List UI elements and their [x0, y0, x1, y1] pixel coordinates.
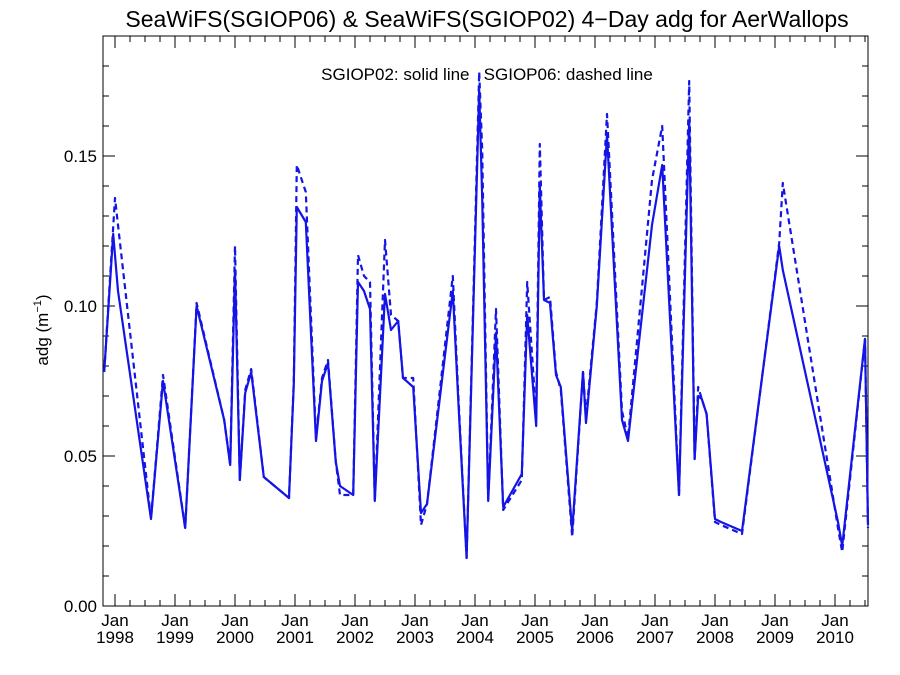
x-tick-year-label: 2005: [516, 628, 554, 647]
x-tick-year-label: 2006: [576, 628, 614, 647]
x-tick-year-label: 2004: [456, 628, 494, 647]
x-tick-year-label: 2002: [336, 628, 374, 647]
x-tick-month-label: Jan: [101, 611, 128, 630]
x-tick-year-label: 2001: [276, 628, 314, 647]
x-tick-year-label: 2007: [636, 628, 674, 647]
x-tick-month-label: Jan: [461, 611, 488, 630]
y-tick-label: 0.05: [64, 447, 97, 466]
x-tick-month-label: Jan: [401, 611, 428, 630]
x-tick-year-label: 1998: [96, 628, 134, 647]
x-tick-year-label: 2008: [696, 628, 734, 647]
x-tick-year-label: 2009: [756, 628, 794, 647]
plot-frame: [102, 35, 869, 607]
y-tick-label: 0.00: [64, 597, 97, 616]
x-tick-year-label: 1999: [156, 628, 194, 647]
y-tick-label: 0.10: [64, 297, 97, 316]
y-axis-label-superscript: −1: [32, 300, 44, 313]
y-axis-label-close: ): [33, 294, 52, 300]
x-tick-year-label: 2003: [396, 628, 434, 647]
series-line-sgiop06: [103, 70, 870, 560]
chart-title: SeaWiFS(SGIOP06) & SeaWiFS(SGIOP02) 4−Da…: [125, 6, 848, 32]
plot-area: 0.000.050.100.15Jan1998Jan1999Jan2000Jan…: [64, 35, 870, 647]
ticks: 0.000.050.100.15Jan1998Jan1999Jan2000Jan…: [64, 35, 868, 647]
series-group: [103, 70, 870, 560]
x-tick-year-label: 2000: [216, 628, 254, 647]
y-axis-label: adg (m−1): [32, 294, 52, 365]
y-tick-label: 0.15: [64, 147, 97, 166]
x-tick-month-label: Jan: [761, 611, 788, 630]
x-tick-month-label: Jan: [221, 611, 248, 630]
legend-annotation: SGIOP02: solid line SGIOP06: dashed line: [321, 65, 653, 84]
x-tick-month-label: Jan: [581, 611, 608, 630]
x-tick-month-label: Jan: [641, 611, 668, 630]
x-tick-month-label: Jan: [161, 611, 188, 630]
x-tick-year-label: 2010: [816, 628, 854, 647]
x-tick-month-label: Jan: [821, 611, 848, 630]
y-axis-label-main: adg (m: [33, 313, 52, 366]
x-tick-month-label: Jan: [701, 611, 728, 630]
x-tick-month-label: Jan: [521, 611, 548, 630]
x-tick-month-label: Jan: [341, 611, 368, 630]
x-tick-month-label: Jan: [281, 611, 308, 630]
